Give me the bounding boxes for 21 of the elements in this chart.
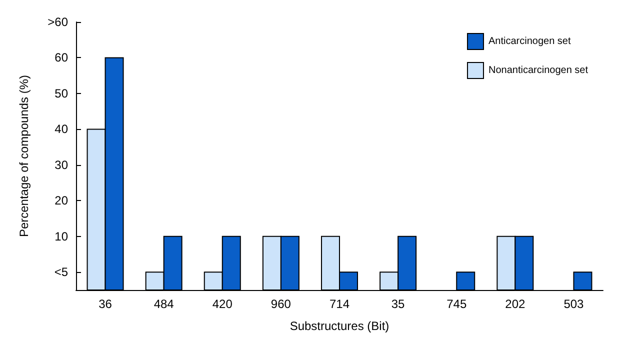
x-tick-label: 202 (505, 297, 526, 311)
x-tick-label: 714 (329, 297, 350, 311)
x-tick-label: 960 (270, 297, 292, 311)
x-tick-label: 420 (212, 297, 233, 311)
x-axis-title: Substructures (Bit) (290, 319, 390, 333)
legend-label: Nonanticarcinogen set (488, 65, 588, 76)
x-tick-label: 503 (564, 297, 584, 311)
x-tick-label: 35 (391, 297, 406, 311)
y-tick-label: 30 (54, 158, 68, 172)
x-tick-label: 36 (98, 297, 112, 311)
y-tick-label: 60 (54, 50, 68, 65)
y-tick-label: >60 (48, 15, 68, 29)
x-tick-label: 484 (154, 297, 174, 311)
x-tick-label: 745 (446, 297, 467, 311)
y-axis-title: Percentage of compounds (%) (17, 74, 31, 238)
y-tick-label: 20 (54, 194, 68, 208)
y-tick-label: 10 (54, 229, 68, 244)
y-tick-label: 40 (54, 122, 68, 136)
y-tick-label: <5 (54, 265, 68, 280)
legend-label: Anticarcinogen set (488, 36, 571, 47)
y-tick-label: 50 (54, 86, 68, 100)
